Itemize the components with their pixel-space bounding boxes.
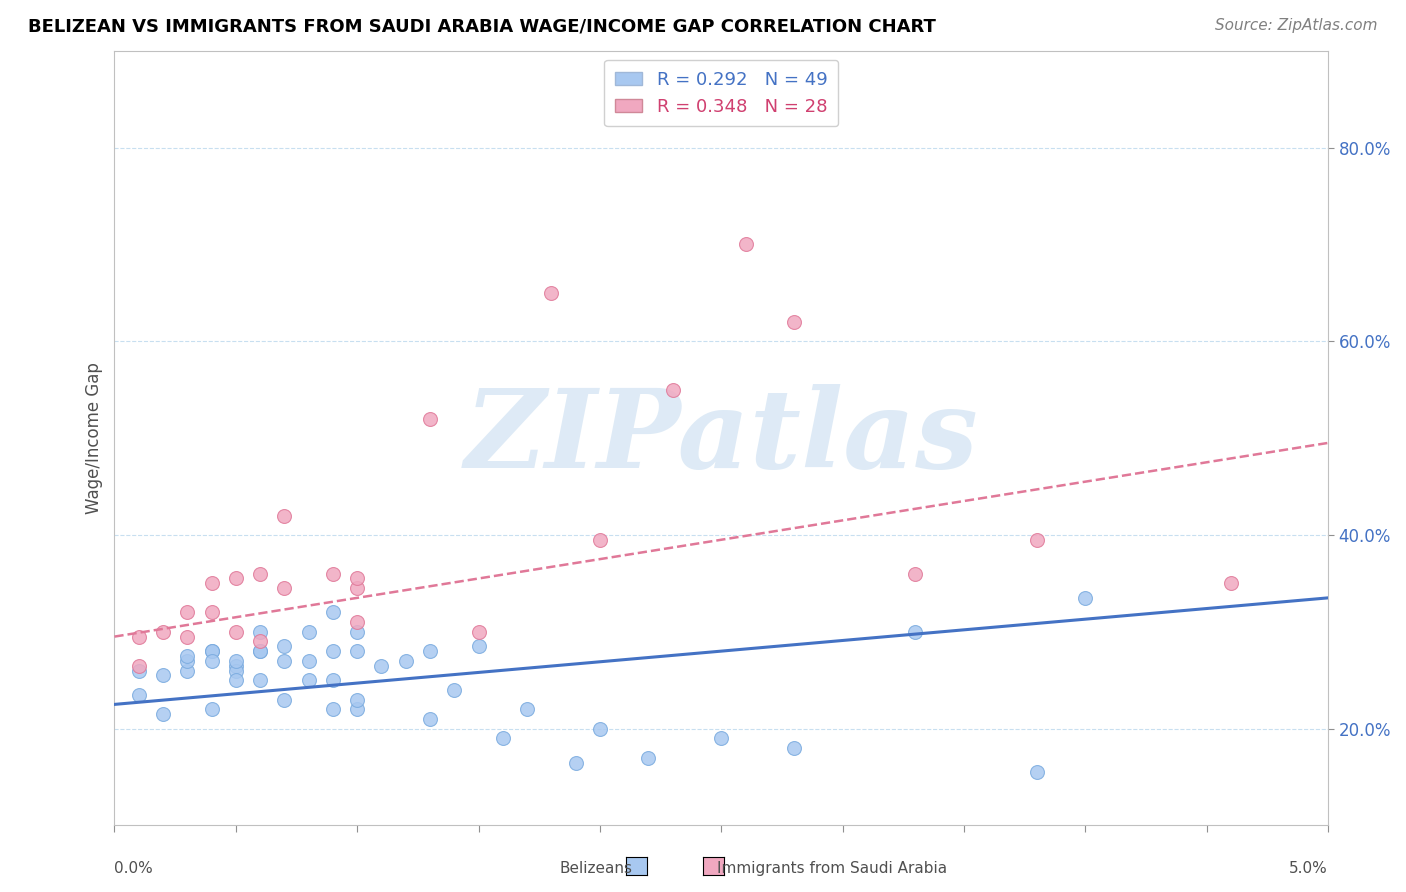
Point [904,624,927,639]
Point [1025,533,1047,547]
Point [710,731,733,746]
Point [273,640,295,654]
Point [297,624,319,639]
Point [273,654,295,668]
Point [443,682,465,697]
Point [589,722,612,736]
Legend: R = 0.292   N = 49, R = 0.348   N = 28: R = 0.292 N = 49, R = 0.348 N = 28 [605,60,838,127]
Point [249,566,271,581]
Point [200,654,222,668]
Point [1389,436,1406,450]
Point [564,756,586,770]
Point [249,644,271,658]
Point [1220,576,1243,591]
Text: Belizeans: Belizeans [560,861,633,876]
Point [467,624,489,639]
Text: BELIZEAN VS IMMIGRANTS FROM SAUDI ARABIA WAGE/INCOME GAP CORRELATION CHART: BELIZEAN VS IMMIGRANTS FROM SAUDI ARABIA… [28,18,936,36]
Point [419,712,441,726]
Text: 5.0%: 5.0% [1289,861,1329,876]
Point [128,658,150,673]
Point [904,566,927,581]
Point [346,692,368,706]
Point [200,606,222,620]
Point [200,644,222,658]
Point [225,658,247,673]
Point [273,508,295,523]
Point [176,648,198,663]
Point [346,572,368,586]
Y-axis label: Wage/Income Gap: Wage/Income Gap [86,362,103,514]
Point [516,702,538,716]
Point [540,285,562,300]
Point [589,533,612,547]
Point [346,644,368,658]
Point [200,576,222,591]
Point [225,572,247,586]
Point [128,664,150,678]
Text: Source: ZipAtlas.com: Source: ZipAtlas.com [1215,18,1378,33]
Point [200,644,222,658]
Point [346,702,368,716]
Point [419,644,441,658]
Point [346,581,368,595]
Point [176,606,198,620]
Point [1025,765,1047,780]
Point [225,654,247,668]
Point [249,634,271,648]
Text: ZIPatlas: ZIPatlas [464,384,979,491]
Text: 0.0%: 0.0% [114,861,153,876]
Point [322,673,344,688]
Text: Immigrants from Saudi Arabia: Immigrants from Saudi Arabia [717,861,948,876]
Point [467,640,489,654]
Point [128,630,150,644]
Point [783,315,806,329]
Point [176,630,198,644]
Point [322,702,344,716]
Point [297,673,319,688]
Point [322,566,344,581]
Point [273,692,295,706]
Point [419,411,441,425]
Point [176,654,198,668]
Point [1074,591,1097,605]
Point [249,673,271,688]
Point [783,741,806,756]
Point [176,664,198,678]
Point [661,383,683,397]
Point [225,673,247,688]
Point [395,654,418,668]
Point [297,654,319,668]
Point [152,707,174,722]
Point [200,702,222,716]
Point [346,624,368,639]
Point [249,624,271,639]
Point [249,644,271,658]
Point [152,624,174,639]
Point [128,688,150,702]
Point [225,664,247,678]
Point [322,644,344,658]
Point [322,606,344,620]
Point [370,658,392,673]
Point [637,750,659,764]
Point [492,731,515,746]
Point [152,668,174,682]
Point [734,237,756,252]
Point [346,615,368,629]
Point [273,581,295,595]
Point [225,624,247,639]
